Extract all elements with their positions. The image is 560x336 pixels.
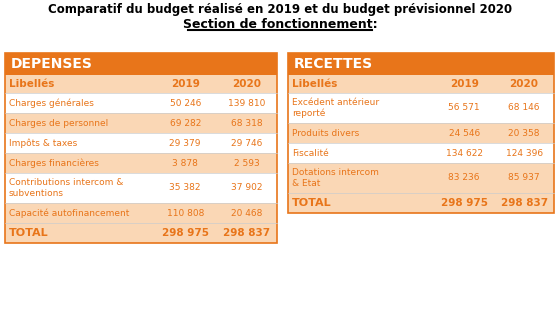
Text: 68 146: 68 146 <box>508 103 540 113</box>
Text: 85 937: 85 937 <box>508 173 540 182</box>
Text: 37 902: 37 902 <box>231 183 262 193</box>
Text: 56 571: 56 571 <box>449 103 480 113</box>
Text: 298 975: 298 975 <box>162 228 209 238</box>
Text: TOTAL: TOTAL <box>292 198 332 208</box>
Text: 3 878: 3 878 <box>172 159 198 168</box>
Text: Excédent antérieur
reporté: Excédent antérieur reporté <box>292 98 379 118</box>
Text: Libellés: Libellés <box>9 79 54 89</box>
Bar <box>5 153 277 173</box>
Text: Produits divers: Produits divers <box>292 128 360 137</box>
Text: 124 396: 124 396 <box>506 149 543 158</box>
Text: Charges financières: Charges financières <box>9 158 99 168</box>
Bar <box>288 143 554 163</box>
Text: Section de fonctionnement:: Section de fonctionnement: <box>183 18 377 31</box>
Text: 20 358: 20 358 <box>508 128 540 137</box>
Text: Impôts & taxes: Impôts & taxes <box>9 138 77 148</box>
Text: 134 622: 134 622 <box>446 149 483 158</box>
Text: 2020: 2020 <box>232 79 261 89</box>
Text: Dotations intercom
& Etat: Dotations intercom & Etat <box>292 168 379 188</box>
Text: Capacité autofinancement: Capacité autofinancement <box>9 208 129 218</box>
Text: 29 379: 29 379 <box>170 138 201 148</box>
Text: Charges de personnel: Charges de personnel <box>9 119 108 127</box>
Text: 29 746: 29 746 <box>231 138 262 148</box>
Bar <box>5 223 277 243</box>
Text: 2019: 2019 <box>450 79 479 89</box>
Text: 50 246: 50 246 <box>170 98 201 108</box>
Bar <box>288 75 554 93</box>
Text: 110 808: 110 808 <box>166 209 204 217</box>
Text: RECETTES: RECETTES <box>294 57 373 71</box>
Text: 24 546: 24 546 <box>449 128 480 137</box>
Bar <box>5 113 277 133</box>
Bar <box>5 75 277 93</box>
Text: 298 837: 298 837 <box>223 228 270 238</box>
Text: DEPENSES: DEPENSES <box>11 57 93 71</box>
Bar <box>5 93 277 113</box>
Text: 139 810: 139 810 <box>228 98 265 108</box>
Text: 69 282: 69 282 <box>170 119 201 127</box>
Bar <box>288 53 554 75</box>
Bar <box>5 53 277 243</box>
Text: 35 382: 35 382 <box>170 183 201 193</box>
Bar <box>5 203 277 223</box>
Text: Comparatif du budget réalisé en 2019 et du budget prévisionnel 2020: Comparatif du budget réalisé en 2019 et … <box>48 3 512 16</box>
Bar <box>288 163 554 193</box>
Text: 68 318: 68 318 <box>231 119 262 127</box>
Bar <box>5 133 277 153</box>
Text: 2019: 2019 <box>171 79 199 89</box>
Text: TOTAL: TOTAL <box>9 228 49 238</box>
Bar <box>5 53 277 75</box>
Bar <box>288 123 554 143</box>
Text: Libellés: Libellés <box>292 79 337 89</box>
Bar <box>5 173 277 203</box>
Bar <box>288 53 554 213</box>
Text: 298 837: 298 837 <box>501 198 548 208</box>
Bar <box>288 93 554 123</box>
Text: Charges générales: Charges générales <box>9 98 94 108</box>
Text: Fiscalité: Fiscalité <box>292 149 329 158</box>
Text: 298 975: 298 975 <box>441 198 488 208</box>
Text: 83 236: 83 236 <box>449 173 480 182</box>
Text: 20 468: 20 468 <box>231 209 262 217</box>
Text: 2020: 2020 <box>510 79 539 89</box>
Text: Contributions intercom &
subventions: Contributions intercom & subventions <box>9 178 123 198</box>
Bar <box>288 193 554 213</box>
Text: 2 593: 2 593 <box>234 159 259 168</box>
